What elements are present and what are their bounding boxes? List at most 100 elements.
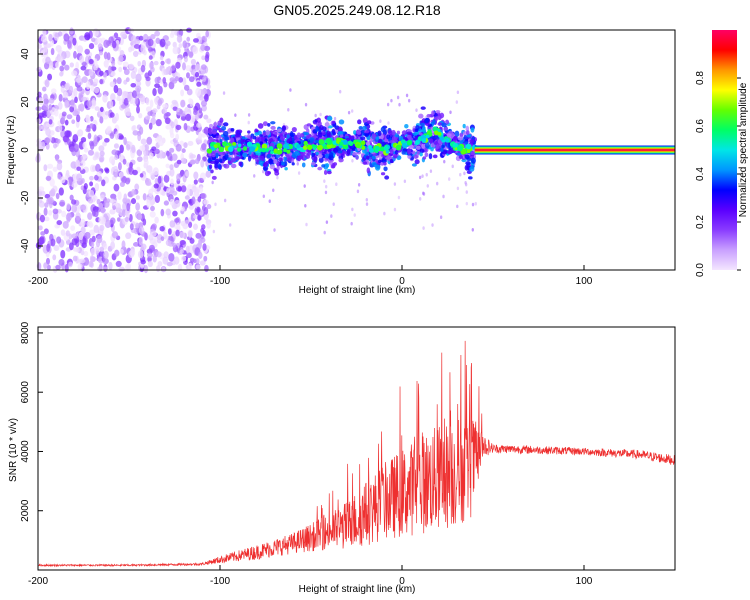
spectrogram-signal-point [470, 151, 476, 156]
spectrogram-noise-point [174, 218, 180, 223]
spectrogram-scatter-point [297, 171, 301, 175]
spectrogram-noise-point [193, 109, 198, 116]
spectrogram-scatter-point [332, 202, 335, 206]
spectrogram-signal-point [441, 144, 445, 149]
spectrogram-noise-point [42, 102, 49, 110]
spectrogram-noise-point [57, 31, 63, 37]
spectrogram-noise-point [75, 61, 80, 70]
spectrogram-noise-point [204, 93, 209, 102]
spectrogram-noise-point [125, 264, 130, 271]
spectrogram-signal-point [470, 127, 475, 133]
spectrogram-signal-point [338, 158, 343, 163]
spectrogram-scatter-point [439, 215, 443, 220]
spectrogram-noise-point [195, 87, 202, 97]
spectrogram-noise-point [109, 100, 114, 109]
snr-series-line [37, 340, 676, 568]
spectrogram-core-point [265, 147, 269, 152]
spectrogram-noise-point [205, 30, 210, 38]
spectrogram-signal-point [418, 113, 424, 119]
colorbar-tick-label: 0.2 [695, 215, 706, 229]
spectrogram-signal-point [435, 109, 441, 114]
spectrogram-scatter-point [426, 184, 429, 188]
spectrogram-noise-point [128, 250, 135, 259]
spectrogram-y-ticks: -40 -20 0 20 40 [20, 48, 43, 253]
spectrogram-noise-point [65, 169, 70, 177]
spectrogram-signal-point [282, 156, 288, 162]
snr-x-tick-label: -100 [210, 576, 230, 587]
spectrogram-noise-point [195, 63, 201, 72]
spectrogram-noise-point [54, 223, 60, 229]
spectrogram-noise-point [162, 76, 167, 84]
spectrogram-signal-point [262, 121, 268, 127]
spectrogram-signal-point [443, 126, 449, 131]
spectrogram-scatter-point [347, 110, 351, 115]
spectrogram-signal-point [214, 163, 219, 169]
spectrogram-signal-point [268, 158, 273, 164]
spectrogram-noise-point [149, 99, 154, 108]
spectrogram-core-point [276, 149, 282, 155]
spectrogram-noise-point [199, 260, 206, 266]
spectrogram-signal-point [389, 158, 394, 164]
spectrogram-noise-point [73, 88, 78, 97]
spectrogram-noise-point [165, 66, 170, 75]
spectrogram-scatter-point [448, 177, 451, 181]
spectrogram-noise-point [62, 220, 69, 229]
spectrogram-noise-point [85, 127, 91, 133]
spectrogram-signal-point [315, 151, 319, 156]
spectrogram-core-point [339, 141, 344, 146]
spectrogram-noise-point [69, 27, 74, 35]
spectrogram-noise-point [98, 145, 105, 152]
spectrogram-signal-point [346, 148, 351, 156]
spectrogram-core-point [406, 139, 413, 146]
snr-y-tick-label: 6000 [20, 381, 31, 404]
spectrogram-signal-point [374, 164, 381, 171]
spectrogram-noise-point [113, 143, 119, 149]
spectrogram-noise-point [148, 188, 154, 197]
spectrogram-noise-point [186, 36, 191, 42]
spectrogram-core-point [425, 134, 430, 139]
spectrogram-core-point [232, 141, 237, 146]
spectrogram-noise-point [196, 81, 202, 87]
spectrogram-noise-point [80, 136, 87, 143]
spectrogram-signal-point [267, 122, 271, 127]
spectrogram-noise-point [88, 43, 95, 50]
spectrogram-signal-point [407, 148, 412, 155]
spectrogram-noise-point [43, 44, 48, 53]
spectrogram-signal-point [469, 166, 475, 172]
spectrogram-noise-point [193, 38, 199, 43]
spectrogram-noise-point [124, 216, 130, 223]
spectrogram-core-point [342, 139, 348, 145]
spectrogram-noise-point [103, 39, 110, 49]
spectrogram-noise-point [58, 259, 65, 266]
spectrogram-signal-point [264, 170, 271, 177]
spectrogram-signal-point [408, 144, 414, 150]
spectrogram-noise-point [108, 65, 112, 75]
spectrogram-signal-point [419, 148, 425, 154]
spectrogram-noise-point [168, 81, 175, 90]
spectrogram-signal-point [424, 152, 429, 158]
spectrogram-noise-point [113, 183, 120, 192]
spectrogram-noise-point [168, 185, 175, 194]
spectrogram-signal-point [352, 152, 358, 156]
spectrogram-noise-point [146, 252, 153, 258]
spectrogram-noise-point [64, 64, 70, 71]
spectrogram-noise-point [75, 77, 82, 83]
spectrogram-noise-point [57, 173, 62, 180]
snr-x-ticks: -200 -100 0 100 [28, 565, 593, 587]
spectrogram-signal-point [431, 110, 435, 116]
spectrogram-noise-point [81, 61, 87, 67]
spectrogram-noise-point [169, 220, 176, 228]
spectrogram-x-tick-label: 100 [576, 276, 593, 287]
spectrogram-noise-point [98, 51, 104, 56]
colorbar-tick-label: 0.6 [695, 119, 706, 133]
spectrogram-noise-point [202, 156, 207, 162]
spectrogram-signal-point [326, 133, 331, 138]
spectrogram-noise-point [132, 50, 139, 58]
spectrogram-noise-point [198, 251, 203, 259]
spectrogram-noise-point [167, 152, 173, 161]
spectrogram-signal-point [210, 169, 214, 174]
spectrogram-noise-point [64, 83, 69, 90]
spectrogram-noise-point [134, 97, 139, 105]
spectrogram-scatter-point [357, 182, 361, 187]
